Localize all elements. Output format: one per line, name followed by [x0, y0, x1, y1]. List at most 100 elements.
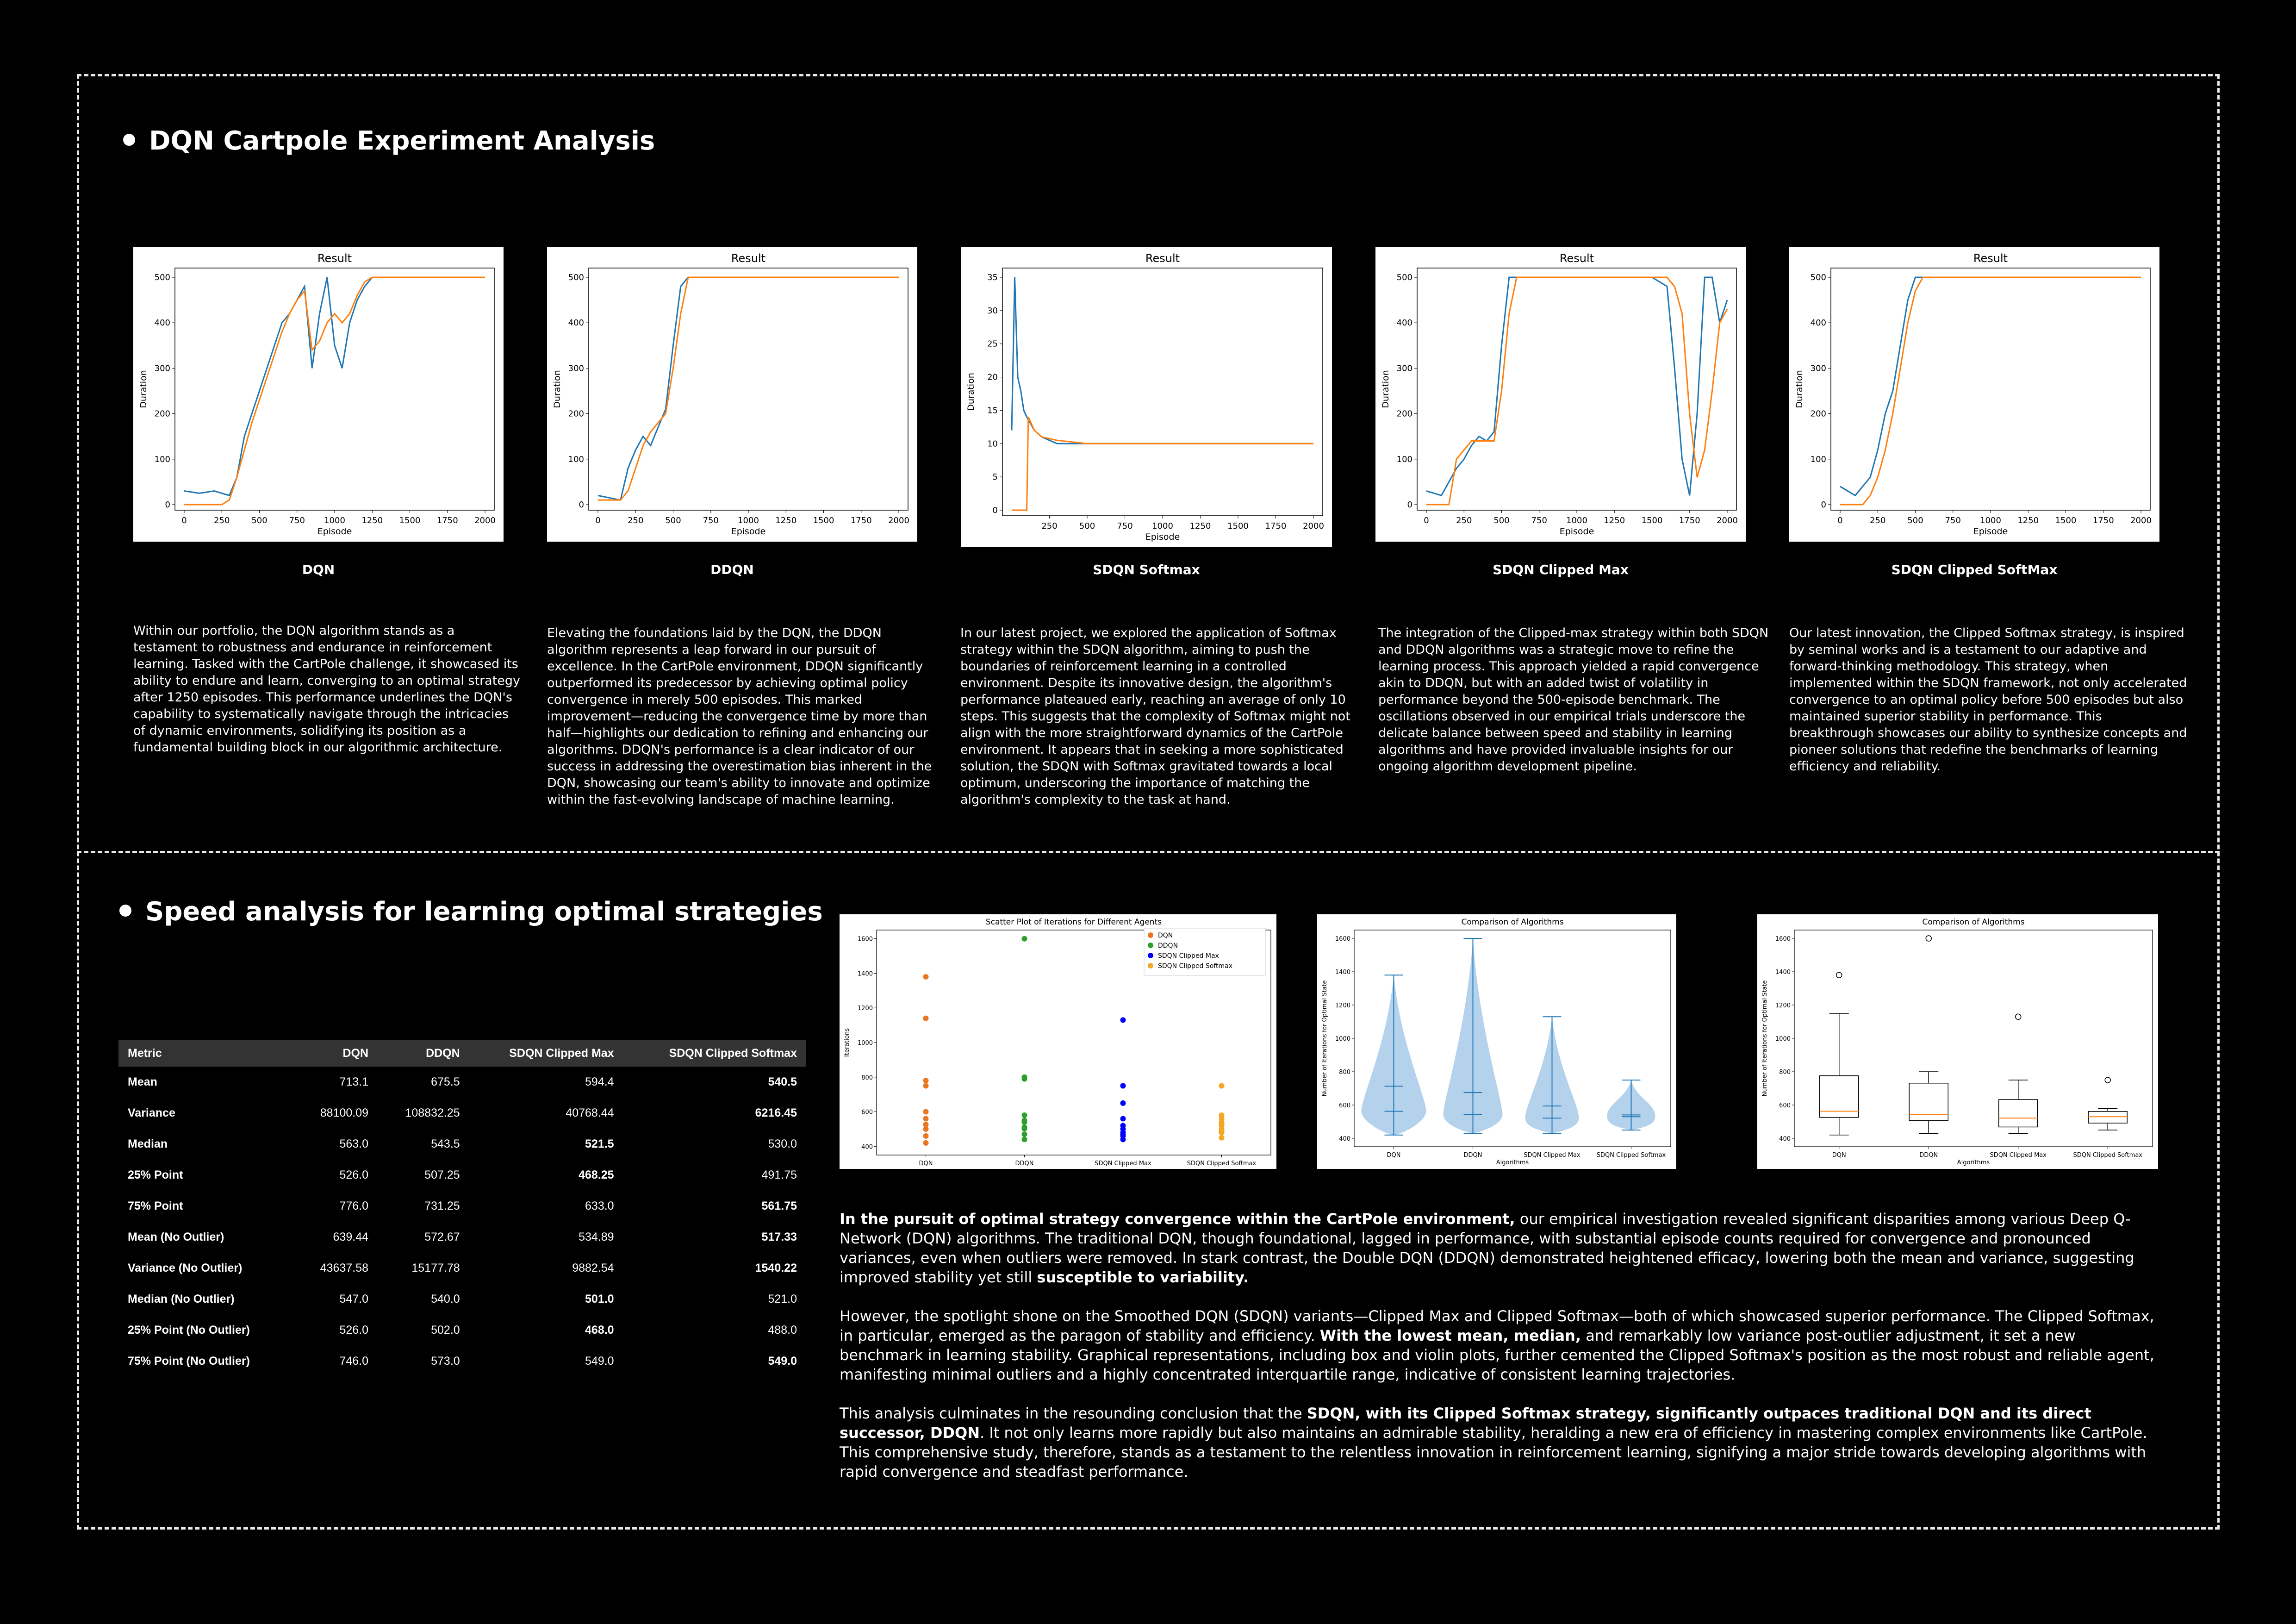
metric-value: 507.25: [424, 1168, 460, 1181]
y-tick-label: 300: [568, 363, 584, 373]
y-tick-label: 200: [155, 409, 170, 419]
x-tick-label: 750: [1117, 521, 1132, 531]
y-tick-label: 600: [861, 1109, 873, 1116]
bullet-icon: [119, 904, 131, 917]
metric-value: 15177.78: [411, 1262, 460, 1274]
legend-marker: [1148, 943, 1153, 948]
scatter-point: [1021, 1076, 1027, 1082]
x-tick-label: 1000: [324, 516, 345, 525]
conclusion-paragraph: In the pursuit of optimal strategy conve…: [840, 1209, 2163, 1287]
table-row: 25% Point (No Outlier) 526.0 502.0 468.0 488…: [118, 1315, 806, 1346]
y-tick-label: 1400: [858, 970, 873, 977]
metric-label: 75% Point: [128, 1199, 183, 1212]
y-tick-label: 0: [579, 500, 584, 510]
chart-title: Result: [317, 252, 352, 265]
x-tick-label: 1000: [1152, 521, 1173, 531]
series-line: [1011, 277, 1313, 444]
x-tick-label: 2000: [474, 516, 496, 525]
metric-value: 639.44: [333, 1230, 369, 1243]
metric-value: 108832.25: [405, 1106, 460, 1119]
series-line: [1012, 417, 1313, 511]
x-tick-label: 0: [181, 516, 187, 525]
metric-value: 547.0: [339, 1293, 369, 1305]
y-tick-label: 200: [1811, 409, 1826, 419]
y-tick-label: 800: [1779, 1069, 1791, 1076]
scatter-point: [923, 1122, 929, 1128]
section-title-experiment: DQN Cartpole Experiment Analysis: [123, 126, 655, 156]
table-row: Median 563.0 543.5 521.5 530.0: [118, 1129, 806, 1160]
metric-value: 594.4: [585, 1075, 614, 1088]
caption-sdqn-softmax: SDQN Softmax: [1093, 562, 1200, 577]
x-tick-label: 1500: [399, 516, 421, 525]
scatter-point: [1021, 1119, 1027, 1125]
metric-label: Median: [128, 1137, 168, 1150]
y-tick-label: 400: [568, 318, 584, 328]
description-sdqn-clipped-softmax: Our latest innovation, the Clipped Softm…: [1789, 626, 2187, 774]
table-header: SDQN Clipped Softmax: [623, 1040, 806, 1067]
scatter-point: [1021, 936, 1027, 942]
x-axis-label: Episode: [1560, 526, 1594, 537]
top-section-frame: [77, 74, 2220, 1530]
x-tick-label: 1750: [851, 516, 872, 525]
series-line: [1426, 276, 1728, 506]
y-tick-label: 35: [987, 273, 998, 282]
line-chart-ddqn: Result 0 250 500 750 1000 1250 1500 1750 2000 0 100…: [547, 247, 917, 542]
scatter-point: [1120, 1116, 1126, 1122]
scatter-point: [1120, 1131, 1126, 1137]
y-axis-label: Number of Iterations for Optimal State: [1761, 980, 1768, 1096]
table-header: SDQN Clipped Max: [469, 1040, 623, 1067]
scatter-point: [1219, 1083, 1225, 1089]
x-tick-label: 1250: [361, 516, 383, 525]
y-tick-label: 300: [1811, 363, 1826, 373]
metric-value: 549.0: [585, 1355, 614, 1368]
conclusion-paragraph: However, the spotlight shone on the Smoo…: [840, 1306, 2163, 1384]
scatter-point: [923, 1126, 929, 1132]
metric-value: 563.0: [339, 1137, 369, 1150]
metric-value: 491.75: [761, 1168, 797, 1181]
box-outlier: [1836, 972, 1842, 978]
y-tick-label: 500: [1811, 273, 1826, 282]
emphasis-text: With the lowest mean, median,: [1319, 1327, 1581, 1344]
y-tick-label: 400: [155, 318, 170, 328]
y-tick-label: 20: [987, 373, 998, 382]
metric-value: 502.0: [431, 1324, 460, 1337]
metric-value: 540.0: [431, 1293, 460, 1305]
y-tick-label: 0: [1821, 500, 1826, 510]
metric-label: Median (No Outlier): [128, 1293, 235, 1305]
x-axis-label: Episode: [1973, 526, 2008, 537]
chart-title: Result: [731, 252, 765, 265]
line-chart-dqn: Result 0 250 500 750 1000 1250 1500 1750 2000 0 100…: [133, 247, 504, 542]
caption-sdqn-clipped-max: SDQN Clipped Max: [1493, 562, 1629, 577]
box-iqr: [2088, 1111, 2128, 1124]
description-dqn: Within our portfolio, the DQN algorithm …: [133, 624, 521, 755]
section-divider: [77, 851, 2220, 853]
legend-label: SDQN Clipped Max: [1158, 952, 1219, 960]
chart-title: Scatter Plot of Iterations for Different…: [986, 918, 1162, 927]
legend-label: DQN: [1158, 932, 1173, 939]
y-axis-label: Duration: [1381, 370, 1391, 408]
body-text: our empirical investigation revealed sig…: [840, 1210, 2134, 1286]
x-tick-label: 1750: [1265, 521, 1287, 531]
scatter-point: [923, 1116, 929, 1122]
series-line: [1426, 276, 1728, 497]
x-tick-label: DQN: [1832, 1152, 1846, 1159]
x-tick-label: 1000: [1566, 516, 1587, 525]
scatter-point: [923, 1083, 929, 1089]
y-tick-label: 30: [987, 306, 998, 316]
y-tick-label: 0: [165, 500, 170, 510]
y-tick-label: 0: [1407, 500, 1412, 510]
body-text: This analysis culminates in the resoundi…: [840, 1405, 1307, 1422]
metric-value: 534.89: [579, 1230, 614, 1243]
box-outlier: [2015, 1013, 2022, 1020]
metric-value: 549.0: [768, 1355, 797, 1368]
table-row: Mean 713.1 675.5 594.4 540.5: [118, 1067, 806, 1098]
caption-dqn: DQN: [302, 562, 335, 577]
scatter-point: [1021, 1126, 1027, 1132]
metric-value: 521.5: [585, 1137, 614, 1150]
y-tick-label: 400: [861, 1143, 873, 1150]
plot-area: [1794, 930, 2153, 1147]
x-tick-label: 250: [1456, 516, 1472, 525]
metric-label: 25% Point: [128, 1168, 183, 1181]
x-tick-label: 1500: [1642, 516, 1663, 525]
y-tick-label: 500: [568, 273, 584, 282]
